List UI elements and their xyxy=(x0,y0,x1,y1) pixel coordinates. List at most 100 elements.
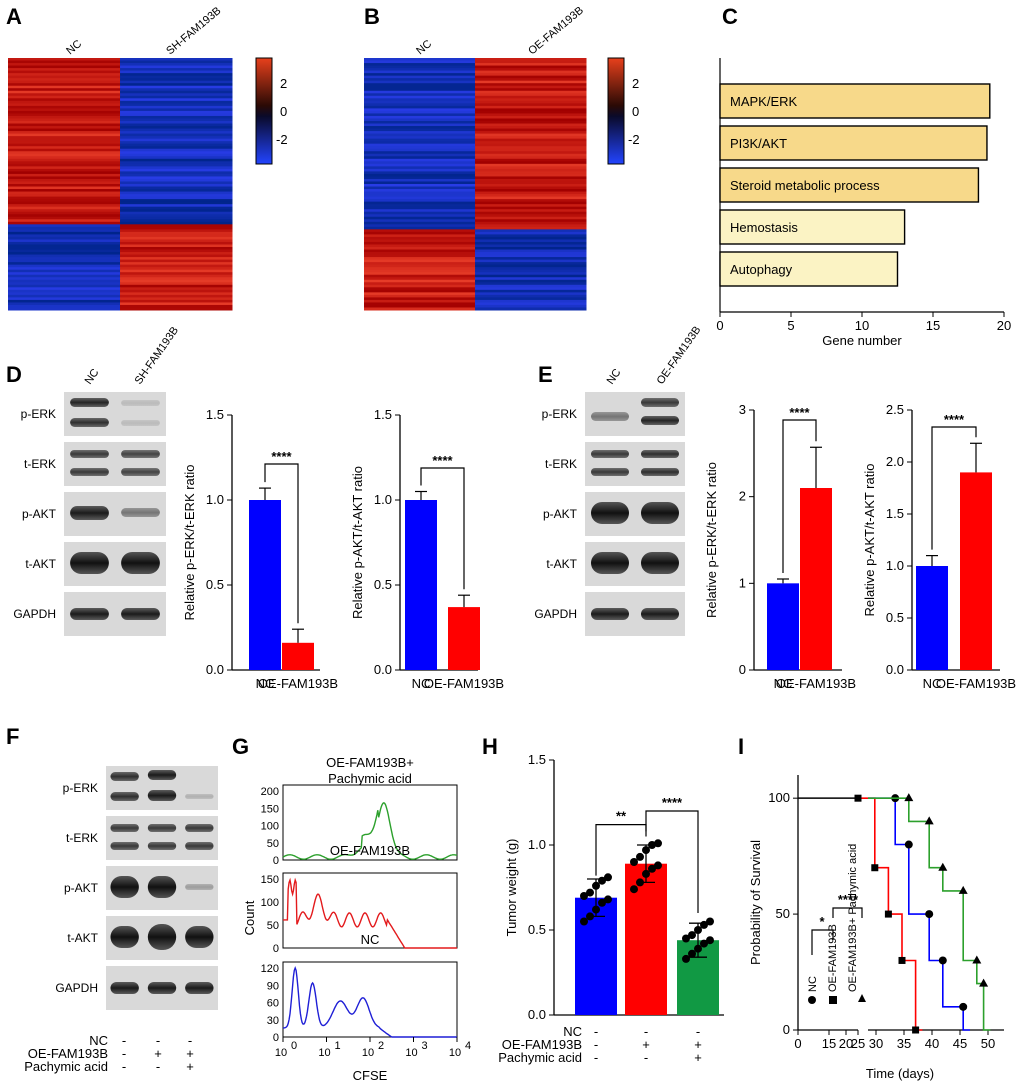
heatmap-cell xyxy=(8,158,121,162)
heatmap-cell xyxy=(475,221,587,225)
protein-band xyxy=(70,468,109,476)
heatmap-cell xyxy=(364,171,476,175)
heatmap-cell xyxy=(8,73,121,77)
heatmap-cell xyxy=(475,163,587,167)
heatmap-cell xyxy=(8,244,121,248)
colorbar-tick: 0 xyxy=(632,104,639,119)
x-tick-exponent: 2 xyxy=(378,1040,384,1052)
heatmap-cell xyxy=(120,115,233,119)
heatmap-cell xyxy=(8,204,121,208)
data-point xyxy=(654,861,662,870)
heatmap-cell xyxy=(364,211,476,215)
blot-label: t-AKT xyxy=(546,557,577,571)
heatmap-cell xyxy=(364,199,476,203)
panel-letter: H xyxy=(482,734,498,759)
censor-marker xyxy=(912,1026,920,1034)
protein-band xyxy=(591,552,629,574)
heatmap-cell xyxy=(475,131,587,135)
heatmap-cell xyxy=(475,141,587,145)
heatmap-cell xyxy=(475,181,587,185)
y-tick-label: 0 xyxy=(783,1022,790,1037)
heatmap-cell xyxy=(475,292,587,296)
protein-band xyxy=(591,468,629,476)
heatmap-cell xyxy=(475,58,587,62)
heatmap-cell xyxy=(475,105,587,109)
heatmap-cell xyxy=(120,254,233,258)
protein-band xyxy=(70,450,109,458)
heatmap-cell xyxy=(8,68,121,72)
protein-band xyxy=(591,450,629,458)
heatmap-cell xyxy=(475,194,587,198)
data-point xyxy=(654,839,662,848)
heatmap-cell xyxy=(475,216,587,220)
heatmap-cell xyxy=(8,138,121,142)
bar xyxy=(448,607,480,670)
y-tick-label: 150 xyxy=(261,803,279,815)
heatmap-cell xyxy=(364,58,476,62)
heatmap xyxy=(8,58,233,311)
data-point xyxy=(706,917,714,926)
y-tick-label: 1 xyxy=(739,575,746,590)
heatmap-cell xyxy=(120,98,233,102)
heatmap-cell xyxy=(120,267,233,271)
heatmap-cell xyxy=(364,151,476,155)
heatmap-cell xyxy=(120,272,233,276)
heatmap-cell xyxy=(364,206,476,210)
heatmap-cell xyxy=(8,247,121,251)
heatmap-cell xyxy=(475,90,587,94)
heatmap-cell xyxy=(475,267,587,271)
heatmap-cell xyxy=(8,115,121,119)
heatmap-cell xyxy=(8,254,121,258)
heatmap-cell xyxy=(8,292,121,296)
colorbar-tick: -2 xyxy=(628,132,640,147)
heatmap-cell xyxy=(475,95,587,99)
lane-label: OE-FAM193B xyxy=(655,324,704,386)
heatmap-cell xyxy=(8,191,121,195)
heatmap-cell xyxy=(475,282,587,286)
heatmap-cell xyxy=(475,70,587,74)
blot-label: t-AKT xyxy=(25,557,56,571)
condition-sign: - xyxy=(594,1024,598,1039)
heatmap-cell xyxy=(8,113,121,117)
heatmap-cell xyxy=(8,249,121,253)
y-tick-label: 100 xyxy=(261,821,279,833)
blot-strip xyxy=(64,442,166,486)
heatmap-cell xyxy=(8,236,121,240)
colorbar xyxy=(607,57,625,165)
x-tick-exponent: 4 xyxy=(465,1040,471,1052)
condition-sign: - xyxy=(156,1059,160,1074)
heatmap-cell xyxy=(475,133,587,137)
heatmap-cell xyxy=(475,199,587,203)
panel-h: H 0.00.51.01.5******Tumor weight (g) NC -… xyxy=(482,734,724,1065)
condition-table: NC - - -OE-FAM193B - + +Pachymic acid - - + xyxy=(24,1033,194,1074)
heatmap-cell xyxy=(475,123,587,127)
heatmap-cell xyxy=(364,236,476,240)
heatmap-cell xyxy=(364,173,476,177)
y-tick-label: 30 xyxy=(267,1015,279,1027)
protein-band xyxy=(185,926,214,948)
heatmap-cell xyxy=(364,247,476,251)
panel-letter: B xyxy=(364,4,380,29)
heatmap-cell xyxy=(475,189,587,193)
protein-band xyxy=(121,608,160,620)
heatmap-cell xyxy=(8,173,121,177)
heatmap-cell xyxy=(8,196,121,200)
heatmap-cell xyxy=(120,236,233,240)
heatmap-cell xyxy=(120,264,233,268)
heatmap-cell xyxy=(8,287,121,291)
heatmap-cell xyxy=(8,105,121,109)
protein-band xyxy=(641,608,679,620)
heatmap-cell xyxy=(120,123,233,127)
heatmap-cell xyxy=(8,226,121,230)
blot-strip xyxy=(585,442,685,486)
heatmap-cell xyxy=(475,178,587,182)
heatmap-cell xyxy=(8,85,121,89)
bar xyxy=(282,642,314,670)
y-axis-label: Relative p-AKT/t-AKT ratio xyxy=(350,466,365,619)
censor-marker xyxy=(972,955,982,964)
censor-marker xyxy=(898,956,906,964)
heatmap-cell xyxy=(475,287,587,291)
heatmap-cell xyxy=(8,229,121,233)
